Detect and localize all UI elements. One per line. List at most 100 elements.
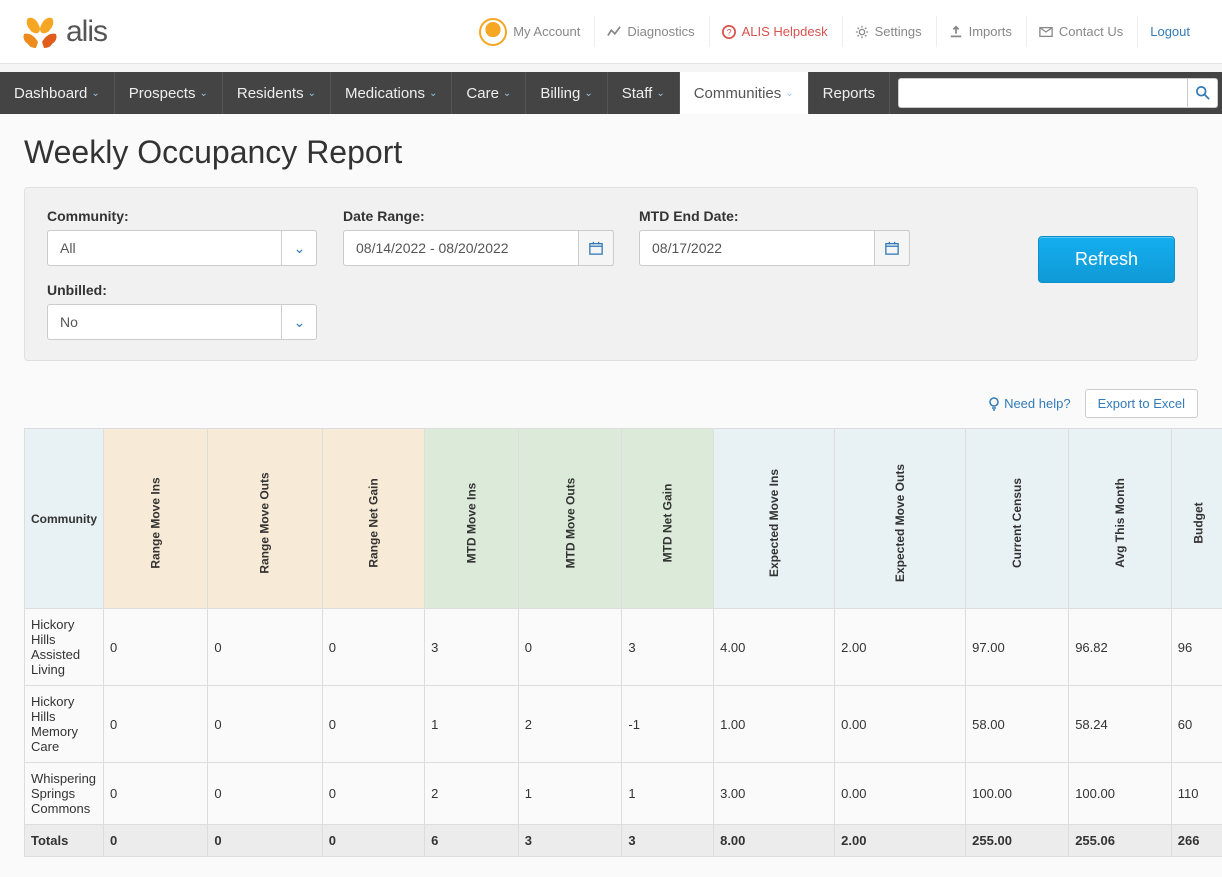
data-cell: 58.00 — [966, 686, 1069, 763]
logout-link[interactable]: Logout — [1137, 16, 1202, 47]
column-header: Budget — [1171, 429, 1222, 609]
chevron-down-icon: ⌄ — [308, 88, 316, 99]
helpdesk-link[interactable]: ? ALIS Helpdesk — [709, 16, 840, 47]
data-cell: 100.00 — [1069, 763, 1172, 825]
search-icon — [1196, 86, 1210, 100]
page-container: Weekly Occupancy Report Community: All ⌄… — [0, 114, 1222, 877]
mtd-label: MTD End Date: — [639, 208, 909, 224]
data-cell: 2 — [425, 763, 519, 825]
totals-cell: 0 — [208, 825, 322, 857]
nav-billing[interactable]: Billing⌄ — [526, 72, 607, 114]
totals-label-cell: Totals — [25, 825, 104, 857]
chart-icon — [607, 25, 621, 39]
date-range-picker-button[interactable] — [578, 230, 614, 266]
my-account-label: My Account — [513, 24, 580, 39]
date-range-input[interactable] — [343, 230, 613, 266]
settings-link[interactable]: Settings — [842, 16, 934, 47]
community-name-cell: Hickory Hills Assisted Living — [25, 609, 104, 686]
column-header: MTD Net Gain — [622, 429, 714, 609]
data-cell: 110 — [1171, 763, 1222, 825]
main-nav: Dashboard⌄ Prospects⌄ Residents⌄ Medicat… — [0, 72, 1222, 114]
nav-staff[interactable]: Staff⌄ — [608, 72, 680, 114]
data-cell: 0 — [104, 609, 208, 686]
community-name-cell: Hickory Hills Memory Care — [25, 686, 104, 763]
data-cell: 97.00 — [966, 609, 1069, 686]
nav-care[interactable]: Care⌄ — [452, 72, 526, 114]
data-cell: 0 — [208, 763, 322, 825]
totals-cell: 255.00 — [966, 825, 1069, 857]
mtd-picker-button[interactable] — [874, 230, 910, 266]
filter-panel: Community: All ⌄ Unbilled: No ⌄ Date Ran… — [24, 187, 1198, 361]
data-cell: 0 — [104, 763, 208, 825]
data-cell: 2 — [518, 686, 622, 763]
chevron-down-icon: ⌄ — [281, 304, 317, 340]
table-header-row: CommunityRange Move InsRange Move OutsRa… — [25, 429, 1222, 609]
nav-communities[interactable]: Communities⌄ — [680, 72, 809, 114]
column-header: Expected Move Outs — [835, 429, 966, 609]
imports-label: Imports — [969, 24, 1012, 39]
mtd-input[interactable] — [639, 230, 909, 266]
community-select[interactable]: All ⌄ — [47, 230, 317, 266]
contact-link[interactable]: Contact Us — [1026, 16, 1135, 47]
nav-medications[interactable]: Medications⌄ — [331, 72, 452, 114]
settings-label: Settings — [875, 24, 922, 39]
export-excel-button[interactable]: Export to Excel — [1085, 389, 1198, 418]
column-header: MTD Move Outs — [518, 429, 622, 609]
gear-icon — [855, 25, 869, 39]
data-cell: 3 — [622, 609, 714, 686]
data-cell: 0 — [322, 763, 424, 825]
logo[interactable]: alis — [20, 14, 107, 50]
mail-icon — [1039, 25, 1053, 39]
unbilled-select[interactable]: No ⌄ — [47, 304, 317, 340]
data-cell: 100.00 — [966, 763, 1069, 825]
data-cell: 0 — [322, 686, 424, 763]
svg-text:?: ? — [726, 27, 731, 37]
diagnostics-label: Diagnostics — [627, 24, 694, 39]
chevron-down-icon: ⌄ — [503, 88, 511, 99]
my-account-link[interactable]: My Account — [467, 10, 592, 54]
column-header: MTD Move Ins — [425, 429, 519, 609]
column-header: Range Net Gain — [322, 429, 424, 609]
totals-cell: 255.06 — [1069, 825, 1172, 857]
totals-cell: 0 — [104, 825, 208, 857]
imports-link[interactable]: Imports — [936, 16, 1024, 47]
community-value: All — [60, 240, 76, 256]
nav-residents[interactable]: Residents⌄ — [223, 72, 331, 114]
nav-reports[interactable]: Reports — [809, 72, 891, 114]
table-body: Hickory Hills Assisted Living0003034.002… — [25, 609, 1222, 857]
nav-dashboard[interactable]: Dashboard⌄ — [0, 72, 115, 114]
calendar-icon — [589, 241, 603, 255]
data-cell: -1 — [622, 686, 714, 763]
need-help-link[interactable]: Need help? — [988, 396, 1071, 411]
data-cell: 0.00 — [835, 686, 966, 763]
data-cell: 1 — [425, 686, 519, 763]
question-icon: ? — [722, 25, 736, 39]
avatar-icon — [479, 18, 507, 46]
contact-label: Contact Us — [1059, 24, 1123, 39]
refresh-button[interactable]: Refresh — [1038, 236, 1175, 283]
upload-icon — [949, 25, 963, 39]
data-cell: 1 — [518, 763, 622, 825]
column-header: Community — [25, 429, 104, 609]
table-row: Hickory Hills Memory Care00012-11.000.00… — [25, 686, 1222, 763]
chevron-down-icon: ⌄ — [199, 88, 207, 99]
data-cell: 4.00 — [714, 609, 835, 686]
unbilled-filter-label: Unbilled: — [47, 282, 317, 298]
column-header: Range Move Outs — [208, 429, 322, 609]
nav-prospects[interactable]: Prospects⌄ — [115, 72, 223, 114]
data-cell: 96 — [1171, 609, 1222, 686]
top-menu: My Account Diagnostics ? ALIS Helpdesk S… — [467, 10, 1202, 54]
chevron-down-icon: ⌄ — [429, 88, 437, 99]
occupancy-table: CommunityRange Move InsRange Move OutsRa… — [24, 428, 1222, 857]
search-button[interactable] — [1188, 78, 1218, 108]
column-header: Avg This Month — [1069, 429, 1172, 609]
logout-label: Logout — [1150, 24, 1190, 39]
totals-row: Totals0006338.002.00255.00255.062662.00(… — [25, 825, 1222, 857]
data-cell: 2.00 — [835, 609, 966, 686]
data-cell: 1 — [622, 763, 714, 825]
community-filter-label: Community: — [47, 208, 317, 224]
column-header: Expected Move Ins — [714, 429, 835, 609]
diagnostics-link[interactable]: Diagnostics — [594, 16, 706, 47]
search-input[interactable] — [898, 78, 1188, 108]
brand-text: alis — [66, 15, 107, 49]
